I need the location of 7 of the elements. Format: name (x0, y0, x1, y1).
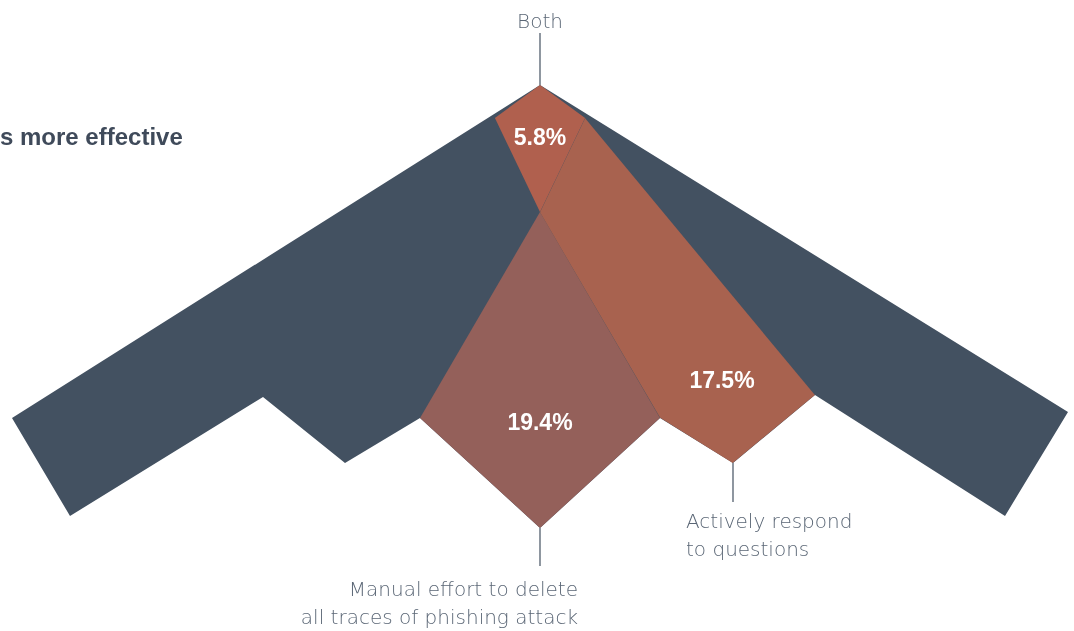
data-label: 19.4% (507, 409, 573, 435)
category-label: Manual effort to delete all traces of phishing attack (300, 577, 578, 629)
category-label: Both (517, 9, 563, 33)
data-label: 5.8% (513, 124, 567, 150)
category-label: Actively respond to questions (686, 509, 853, 561)
data-label: 17.5% (689, 367, 755, 393)
text: s more effective (0, 123, 183, 150)
